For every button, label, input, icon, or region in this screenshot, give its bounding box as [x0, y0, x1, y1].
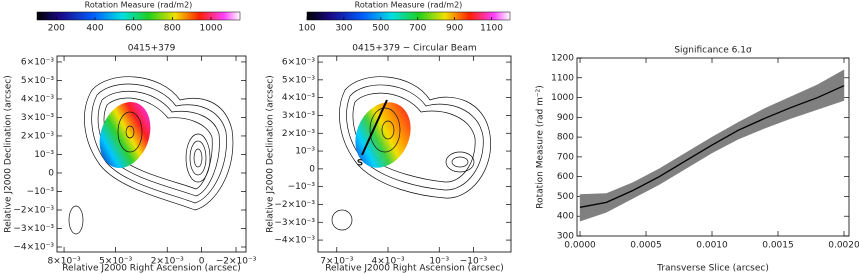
panel-title: 0415+379 − Circular Beam [352, 44, 476, 54]
y-tick-label: 0 [48, 168, 54, 178]
y-tick-label: −3×10⁻³ [274, 218, 315, 228]
colorbar-tick-label: 400 [86, 24, 103, 34]
colorbar [36, 11, 241, 21]
colorbar-tick-label: 900 [446, 24, 463, 34]
contours [68, 76, 234, 235]
plot-frame [576, 57, 850, 237]
y-tick-label: 600 [557, 172, 574, 182]
y-tick-label: 300 [557, 232, 574, 242]
y-tick-label: 10⁻³ [295, 147, 315, 157]
contour-map [331, 76, 491, 231]
x-axis-label: Transverse Slice (arcsec) [656, 264, 769, 274]
y-tick-label: 800 [557, 133, 574, 143]
x-tick-label: 0.0005 [630, 241, 662, 251]
x-axis-label: Relative J2000 Right Ascension (arcsec) [62, 264, 241, 274]
y-tick-label: −2×10⁻³ [274, 200, 315, 210]
y-tick-label: −2×10⁻³ [13, 205, 54, 215]
confidence-band [579, 193, 607, 222]
y-tick-label: 1100 [551, 73, 574, 83]
rm-map [99, 102, 151, 168]
colorbar-tick-label: 800 [164, 24, 181, 34]
colorbar-tick-label: 500 [372, 24, 389, 34]
panel-title: Significance 6.1σ [674, 46, 752, 56]
slice-label: S [357, 159, 363, 169]
y-tick-label: 4×10⁻³ [21, 94, 54, 104]
x-tick-label: 0.0010 [696, 241, 728, 251]
y-tick-label: 2×10⁻³ [21, 131, 54, 141]
y-tick-label: 6×10⁻³ [282, 58, 315, 68]
y-tick-label: −10⁻³ [27, 187, 55, 197]
confidence-band [790, 84, 818, 119]
y-tick-label: 4×10⁻³ [282, 93, 315, 103]
slice-line [361, 99, 388, 156]
y-tick-label: 5×10⁻³ [21, 76, 54, 86]
y-axis-label: Relative J2000 Declination (arcsec) [4, 75, 14, 232]
contours [331, 76, 491, 231]
y-axis-label: Rotation Measure (rad m⁻²) [536, 85, 546, 209]
y-tick-label: 3×10⁻³ [21, 113, 54, 123]
x-tick-label: 0.0020 [828, 241, 859, 251]
colorbar-tick-label: 600 [125, 24, 142, 34]
x-tick-label: 0.0015 [762, 241, 794, 251]
y-tick-label: 5×10⁻³ [282, 75, 315, 85]
x-tick-label: −10⁻³ [460, 257, 488, 267]
colorbar-tick-label: 700 [409, 24, 426, 34]
colorbar [306, 11, 511, 21]
contour-map [68, 76, 234, 235]
x-tick-label: −2×10⁻³ [216, 257, 257, 267]
x-axis-label: Relative J2000 Right Ascension (arcsec) [325, 264, 504, 274]
y-tick-label: 2×10⁻³ [282, 129, 315, 139]
colorbar-label: Rotation Measure (rad/m2) [85, 1, 193, 10]
y-tick-label: 400 [557, 212, 574, 222]
y-tick-label: 10⁻³ [34, 150, 54, 160]
plot-frame [56, 55, 247, 253]
colorbar-label: Rotation Measure (rad/m2) [355, 1, 463, 10]
x-tick-label: 5×10⁻³ [99, 257, 132, 267]
line [579, 85, 845, 208]
confidence-band [817, 69, 845, 110]
x-tick-label: 0.0000 [564, 241, 596, 251]
x-tick-label: 8×10⁻³ [48, 257, 81, 267]
x-tick-label: 7×10⁻³ [320, 257, 353, 267]
y-tick-label: −10⁻³ [288, 182, 316, 192]
y-tick-label: 1200 [551, 54, 574, 64]
panel-title: 0415+379 [128, 44, 176, 54]
y-tick-label: −3×10⁻³ [13, 224, 54, 234]
y-tick-label: 0 [309, 164, 315, 174]
x-tick-label: 10⁻³ [429, 257, 449, 267]
confidence-band [606, 182, 634, 213]
y-tick-label: 1000 [551, 93, 574, 103]
x-tick-label: 0 [199, 257, 205, 267]
y-tick-label: −4×10⁻³ [13, 243, 54, 253]
y-tick-label: 3×10⁻³ [282, 111, 315, 121]
x-tick-label: 2×10⁻³ [151, 257, 184, 267]
x-tick-label: 4×10⁻³ [371, 257, 404, 267]
y-tick-label: 500 [557, 192, 574, 202]
y-tick-label: 900 [557, 113, 574, 123]
y-tick-label: −4×10⁻³ [274, 236, 315, 246]
y-tick-label: 6×10⁻³ [21, 57, 54, 67]
colorbar-tick-label: 100 [298, 24, 315, 34]
y-tick-label: 700 [557, 152, 574, 162]
y-axis-label: Relative J2000 Declination (arcsec) [266, 75, 276, 232]
colorbar-tick-label: 300 [335, 24, 352, 34]
colorbar-tick-label: 200 [48, 24, 65, 34]
plot-frame [317, 55, 512, 253]
colorbar-tick-label: 1000 [200, 24, 223, 34]
colorbar-tick-label: 1100 [480, 24, 503, 34]
